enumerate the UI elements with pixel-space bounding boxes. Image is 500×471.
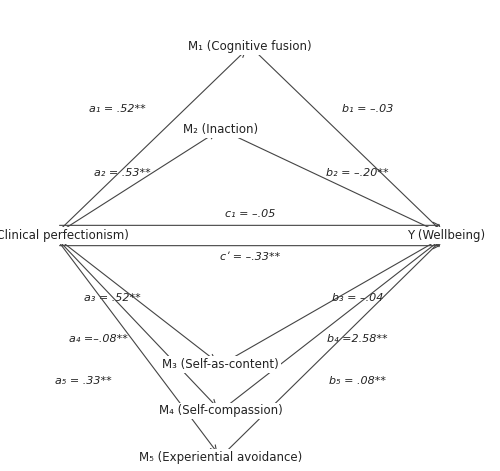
Text: b₂ = –.20**: b₂ = –.20**	[326, 168, 389, 178]
Text: M₃ (Self-as-content): M₃ (Self-as-content)	[162, 358, 279, 371]
Text: a₃ = .52**: a₃ = .52**	[84, 293, 141, 303]
Text: b₅ = .08**: b₅ = .08**	[330, 376, 386, 386]
Text: X (Clinical perfectionism): X (Clinical perfectionism)	[0, 229, 128, 242]
Text: cʹ = –.33**: cʹ = –.33**	[220, 252, 280, 262]
Text: M₄ (Self-compassion): M₄ (Self-compassion)	[158, 405, 282, 417]
Text: c₁ = –.05: c₁ = –.05	[225, 209, 275, 219]
Text: Y (Wellbeing): Y (Wellbeing)	[407, 229, 485, 242]
Text: M₁ (Cognitive fusion): M₁ (Cognitive fusion)	[188, 40, 312, 53]
Text: a₅ = .33**: a₅ = .33**	[55, 376, 112, 386]
Text: M₅ (Experiential avoidance): M₅ (Experiential avoidance)	[139, 451, 302, 463]
Text: a₄ =–.08**: a₄ =–.08**	[68, 334, 128, 344]
Text: M₂ (Inaction): M₂ (Inaction)	[183, 123, 258, 136]
Text: b₁ = –.03: b₁ = –.03	[342, 104, 394, 114]
Text: b₃ = –.04: b₃ = –.04	[332, 293, 384, 303]
Text: a₁ = .52**: a₁ = .52**	[90, 104, 146, 114]
Text: b₄ =2.58**: b₄ =2.58**	[328, 334, 388, 344]
Text: a₂ = .53**: a₂ = .53**	[94, 168, 151, 178]
